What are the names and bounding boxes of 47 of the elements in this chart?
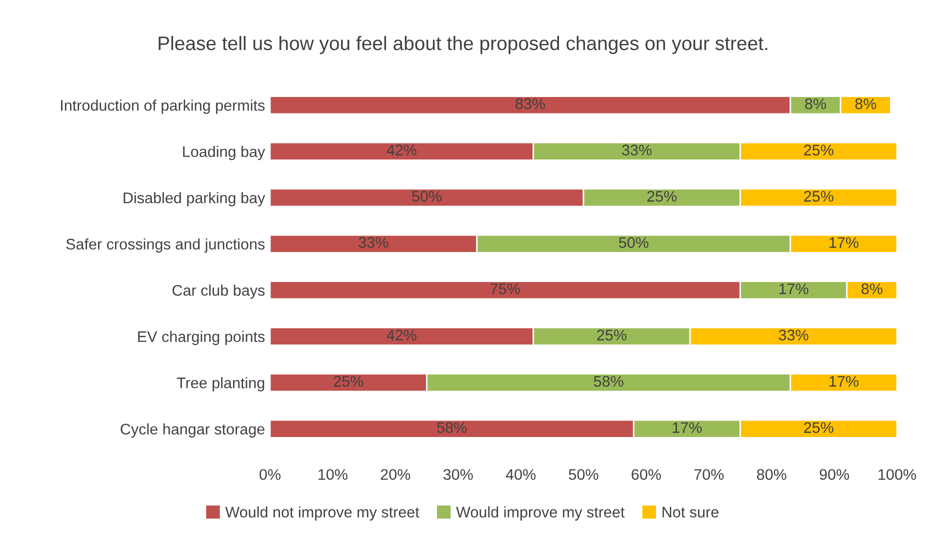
x-tick-label: 60% — [632, 469, 661, 480]
data-label: 8% — [805, 98, 826, 110]
data-label: 25% — [804, 190, 834, 202]
x-tick-label: 80% — [756, 469, 786, 480]
data-label: 17% — [830, 376, 858, 387]
data-label: 33% — [358, 237, 388, 248]
data-label: 42% — [386, 144, 416, 156]
data-label: 8% — [862, 283, 882, 294]
data-label: 25% — [647, 190, 677, 202]
y-tick-label: Loading bay — [183, 146, 266, 160]
data-label: 17% — [830, 237, 858, 248]
y-tick-label: Safer crossings and junctions — [66, 238, 265, 253]
x-tick-label: 20% — [380, 469, 410, 480]
data-label: 25% — [804, 144, 834, 156]
data-label: 50% — [412, 190, 442, 202]
data-label: 17% — [779, 283, 808, 294]
x-tick-label: 90% — [820, 469, 850, 480]
x-tick-label: 40% — [506, 469, 536, 480]
legend-label: Would improve my street — [456, 506, 625, 521]
data-label: 25% — [334, 376, 364, 387]
y-tick-label: Disabled parking bay — [124, 192, 266, 206]
legend-label: Would not improve my street — [225, 506, 420, 521]
data-label: 50% — [618, 237, 648, 248]
x-tick-label: 10% — [318, 469, 348, 480]
y-tick-label: EV charging points — [138, 330, 265, 346]
y-tick-label: Car club bays — [172, 284, 265, 299]
data-label: 75% — [490, 283, 520, 294]
x-tick-label: 70% — [694, 469, 724, 480]
data-label: 8% — [855, 98, 876, 110]
data-label: 58% — [594, 376, 624, 387]
y-tick-label: Tree planting — [176, 377, 264, 392]
data-label: 33% — [622, 144, 652, 156]
legend-label: Not sure — [662, 506, 718, 518]
chart-title: Please tell us how you feel about the proposed changes on your street. — [158, 36, 768, 54]
data-label: 42% — [386, 330, 416, 340]
y-tick-label: Introduction of parking permits — [61, 100, 265, 114]
data-label: 25% — [804, 422, 834, 433]
data-label: 17% — [672, 422, 702, 433]
x-tick-label: 50% — [568, 469, 598, 480]
data-label: 25% — [597, 330, 626, 340]
data-label: 58% — [437, 422, 467, 433]
data-label: 33% — [778, 330, 808, 340]
x-tick-label: 0% — [260, 469, 280, 480]
data-label: 83% — [516, 98, 545, 110]
x-tick-label: 100% — [878, 469, 916, 480]
y-tick-label: Cycle hangar storage — [120, 423, 264, 438]
x-tick-label: 30% — [443, 469, 473, 480]
